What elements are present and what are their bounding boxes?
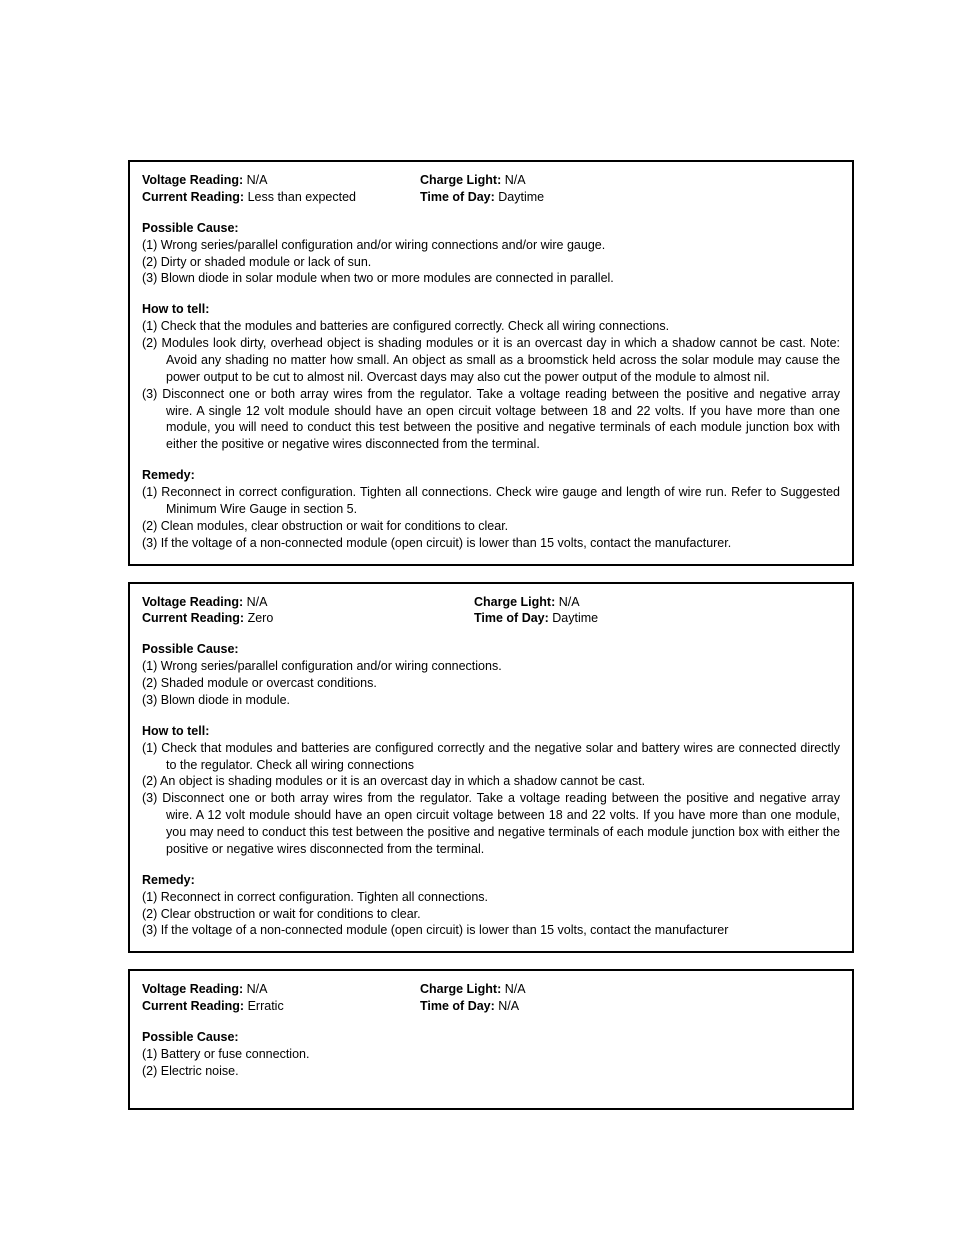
list-item: (1) Wrong series/parallel configuration … [142,237,840,254]
list-item: (1) Battery or fuse connection. [142,1046,840,1063]
header-row: Current Reading: Zero Time of Day: Dayti… [142,610,840,627]
header-left: Current Reading: Less than expected [142,189,420,206]
list-item: (2) Clear obstruction or wait for condit… [142,906,840,923]
header-right: Charge Light: N/A [420,981,526,998]
voltage-label: Voltage Reading: [142,173,243,187]
possible-cause-heading: Possible Cause: [142,1029,840,1046]
list-item: (1) Reconnect in correct configuration. … [142,484,840,518]
charge-value: N/A [505,173,526,187]
list-item: (3) If the voltage of a non-connected mo… [142,922,840,939]
list-item: (3) Blown diode in solar module when two… [142,270,840,287]
charge-value: N/A [505,982,526,996]
list-item: (2) Dirty or shaded module or lack of su… [142,254,840,271]
list-item: (1) Check that the modules and batteries… [142,318,840,335]
charge-label: Charge Light: [474,595,555,609]
how-to-tell-heading: How to tell: [142,301,840,318]
header-row: Current Reading: Less than expected Time… [142,189,840,206]
troubleshoot-box-3: Voltage Reading: N/A Charge Light: N/A C… [128,969,854,1109]
voltage-value: N/A [247,595,268,609]
time-label: Time of Day: [420,999,495,1013]
header-right: Charge Light: N/A [474,594,580,611]
time-label: Time of Day: [420,190,495,204]
possible-cause-list: (1) Battery or fuse connection. (2) Elec… [142,1046,840,1080]
current-label: Current Reading: [142,611,244,625]
troubleshoot-box-1: Voltage Reading: N/A Charge Light: N/A C… [128,160,854,566]
remedy-heading: Remedy: [142,872,840,889]
list-item: (1) Wrong series/parallel configuration … [142,658,840,675]
remedy-heading: Remedy: [142,467,840,484]
header-row: Voltage Reading: N/A Charge Light: N/A [142,981,840,998]
header-left: Voltage Reading: N/A [142,594,474,611]
how-to-tell-list: (1) Check that the modules and batteries… [142,318,840,453]
possible-cause-heading: Possible Cause: [142,220,840,237]
troubleshoot-box-2: Voltage Reading: N/A Charge Light: N/A C… [128,582,854,954]
current-label: Current Reading: [142,999,244,1013]
current-label: Current Reading: [142,190,244,204]
footer-rule [128,1108,854,1110]
list-item: (2) Clean modules, clear obstruction or … [142,518,840,535]
header-row: Voltage Reading: N/A Charge Light: N/A [142,594,840,611]
list-item: (1) Reconnect in correct configuration. … [142,889,840,906]
page-content: Voltage Reading: N/A Charge Light: N/A C… [0,0,954,1110]
header-row: Voltage Reading: N/A Charge Light: N/A [142,172,840,189]
how-to-tell-list: (1) Check that modules and batteries are… [142,740,840,858]
possible-cause-heading: Possible Cause: [142,641,840,658]
time-value: Daytime [498,190,544,204]
list-item: (2) Modules look dirty, overhead object … [142,335,840,386]
header-right: Time of Day: Daytime [420,189,544,206]
list-item: (3) Blown diode in module. [142,692,840,709]
voltage-value: N/A [247,982,268,996]
list-item: (3) Disconnect one or both array wires f… [142,790,840,858]
header-left: Current Reading: Zero [142,610,474,627]
list-item: (2) An object is shading modules or it i… [142,773,840,790]
list-item: (1) Check that modules and batteries are… [142,740,840,774]
list-item: (3) If the voltage of a non-connected mo… [142,535,840,552]
current-value: Less than expected [248,190,356,204]
list-item: (3) Disconnect one or both array wires f… [142,386,840,454]
time-label: Time of Day: [474,611,549,625]
header-left: Voltage Reading: N/A [142,172,420,189]
header-right: Time of Day: N/A [420,998,519,1015]
voltage-label: Voltage Reading: [142,595,243,609]
header-row: Current Reading: Erratic Time of Day: N/… [142,998,840,1015]
possible-cause-list: (1) Wrong series/parallel configuration … [142,237,840,288]
header-left: Voltage Reading: N/A [142,981,420,998]
current-value: Erratic [248,999,284,1013]
how-to-tell-heading: How to tell: [142,723,840,740]
voltage-label: Voltage Reading: [142,982,243,996]
charge-label: Charge Light: [420,982,501,996]
time-value: N/A [498,999,519,1013]
list-item: (2) Shaded module or overcast conditions… [142,675,840,692]
remedy-list: (1) Reconnect in correct configuration. … [142,889,840,940]
list-item: (2) Electric noise. [142,1063,840,1080]
header-left: Current Reading: Erratic [142,998,420,1015]
possible-cause-list: (1) Wrong series/parallel configuration … [142,658,840,709]
current-value: Zero [248,611,274,625]
charge-label: Charge Light: [420,173,501,187]
header-right: Charge Light: N/A [420,172,526,189]
header-right: Time of Day: Daytime [474,610,598,627]
charge-value: N/A [559,595,580,609]
time-value: Daytime [552,611,598,625]
remedy-list: (1) Reconnect in correct configuration. … [142,484,840,552]
voltage-value: N/A [247,173,268,187]
